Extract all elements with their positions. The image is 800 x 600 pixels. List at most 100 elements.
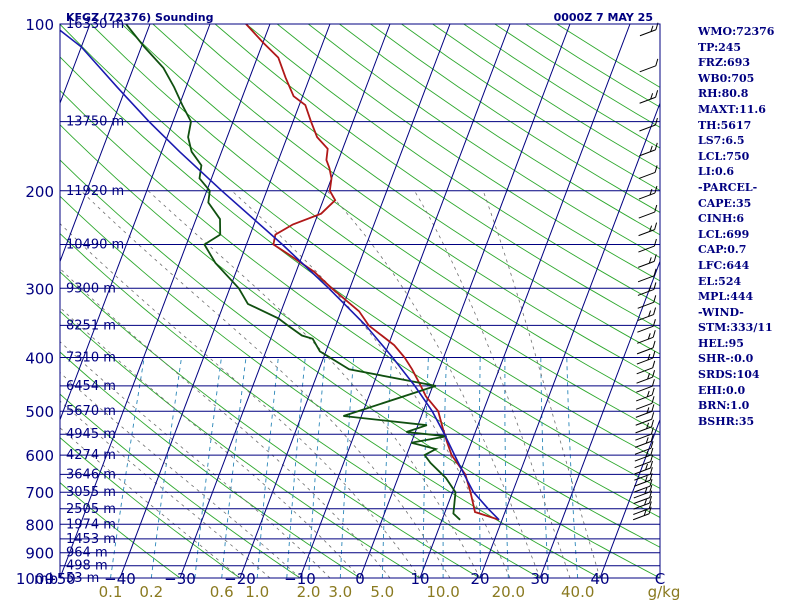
wind-barb [634,460,653,475]
wind-barb [636,350,656,365]
plot-frame [59,23,661,579]
temperature-tick-label: C [655,570,665,588]
index-value: LFC:644 [698,258,750,272]
isotherm-line [179,24,391,578]
wind-barb [636,379,655,393]
wind-barb [637,330,656,344]
wind-barb [637,282,657,296]
wind-barb [638,254,657,268]
chart-title: KFGZ (72376) Sounding [66,11,214,24]
index-value: TP:245 [698,40,742,54]
index-value: MAXT:11.6 [698,102,766,116]
index-value: MPL:444 [698,290,754,304]
index-value: LI:0.6 [698,165,735,179]
mixing-ratio-tick-label: 1.0 [245,583,269,600]
pressure-tick-label: 900 [25,545,54,563]
index-value: SHR-:0.0 [698,352,754,366]
wind-barb [636,370,656,384]
pressure-axis: 100 200 300 400 500 600 700 800 900 1000 [16,16,54,588]
wind-barb [638,238,657,253]
isotherm-line [419,24,631,578]
index-value: BRN:1.0 [698,399,750,413]
moist-adiabat [60,223,421,578]
wind-barb [633,495,652,510]
index-value: BSHR:35 [698,414,755,428]
height-label: 964 m [66,546,108,561]
wind-barb [634,454,654,469]
wind-barb [636,387,655,402]
height-label: 7310 m [66,351,116,366]
wind-barb [638,165,658,179]
pressure-tick-label: 1000 [16,570,54,588]
isotherms [60,24,660,578]
isotherm-line [359,24,571,578]
height-label: 16330 m [66,17,124,32]
height-label: 10490 m [66,238,124,253]
pressure-unit-label: mb [34,570,58,588]
temperature-tick-label: −40 [104,570,136,588]
mixing-ratio-tick-label: g/kg [648,583,681,600]
parcel-profile [60,29,500,521]
isotherm-line [479,101,660,578]
pressure-tick-label: 800 [25,516,54,534]
index-value: -PARCEL- [698,180,758,194]
isobars [60,121,660,579]
mixing-ratio-tick-label: 10.0 [426,583,459,600]
index-value: HEL:95 [698,336,744,350]
profile-lines [60,24,500,521]
wind-barb [634,467,653,481]
mixing-ratio-axis: 0.1 0.2 0.6 1.0 2.0 3.0 5.0 10.0 20.0 40.0 g/kg [99,583,681,600]
index-value: RH:80.8 [698,87,749,101]
sounding-indices: WMO:72376 TP:245 FRZ:693 WB0:705 RH:80.8 MAXT… [698,24,798,429]
wind-barb [639,58,659,73]
mixing-ratio-tick-label: 3.0 [328,583,352,600]
index-value: SRDS:104 [698,368,760,382]
index-value: WB0:705 [698,71,755,85]
wind-barb [638,185,658,200]
wind-barb [635,404,655,418]
wind-barb [633,473,653,487]
wind-barb [633,501,652,515]
wind-barb [635,427,654,441]
wind-barb [634,447,654,462]
wind-barb [635,419,655,434]
height-label: 1974 m [66,517,116,532]
moist-adiabat [414,190,571,578]
height-label: 5670 m [66,404,116,419]
isotherm-line [299,24,511,578]
temperature-axis: −50 −40 −30 −20 −10 0 10 20 30 40 C [44,570,665,588]
wind-barb [639,90,659,104]
height-label: 8251 m [66,318,116,333]
dewpoint-profile [125,24,461,521]
index-value: CAPE:35 [698,196,752,210]
height-label: 3055 m [66,485,116,500]
pressure-tick-label: 500 [25,403,54,421]
wind-barb [635,434,654,448]
chart-valid-time: 0000Z 7 MAY 25 [554,11,653,24]
height-label: 6454 m [66,379,116,394]
mixing-ratio-tick-label: 2.0 [297,583,321,600]
wind-barb [637,319,656,333]
height-label: 9300 m [66,281,116,296]
wind-barb [633,484,653,499]
wind-barb [632,506,652,521]
mixing-ratio-tick-label: 0.1 [99,583,123,600]
isotherm-line [539,260,660,578]
moist-adiabat [231,190,511,578]
index-value: EHI:0.0 [698,383,746,397]
wind-barb [639,117,658,132]
pressure-tick-label: 600 [25,447,54,465]
mixing-ratio-tick-label: 40.0 [561,583,594,600]
height-label: 3646 m [66,467,116,482]
wind-barb [638,222,658,237]
height-label: 11920 m [66,184,124,199]
wind-barb [638,204,658,219]
wind-barb [635,412,655,426]
mixing-ratio-tick-label: 5.0 [370,583,394,600]
mixing-ratio-tick-label: 0.2 [139,583,163,600]
height-label: 13750 m [66,115,124,130]
temperature-tick-label: 10 [410,570,429,588]
